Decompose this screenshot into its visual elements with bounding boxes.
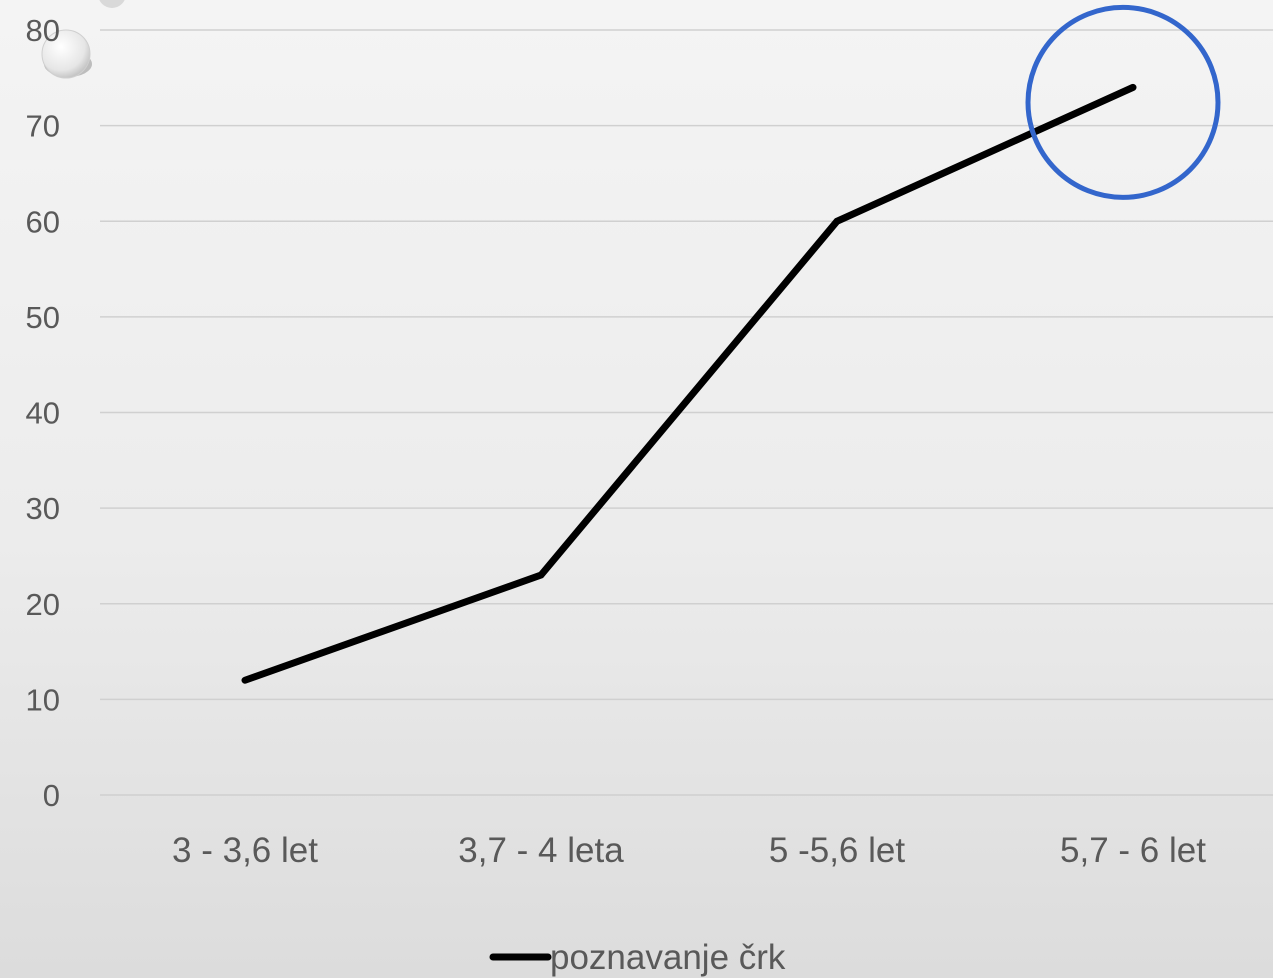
y-tick-label: 0 [43, 778, 60, 813]
x-tick-label: 5,7 - 6 let [1060, 831, 1206, 870]
y-tick-label: 80 [26, 13, 60, 48]
x-axis-ticks: 3 - 3,6 let 3,7 - 4 leta 5 -5,6 let 5,7 - 6… [172, 831, 1206, 870]
y-tick-label: 10 [26, 682, 60, 717]
x-tick-label: 5 -5,6 let [769, 831, 905, 870]
x-tick-label: 3,7 - 4 leta [458, 831, 624, 870]
y-tick-label: 50 [26, 300, 60, 335]
series-line [241, 83, 1137, 684]
legend: poznavanje črk [489, 938, 786, 977]
x-tick-label: 3 - 3,6 let [172, 831, 318, 870]
y-tick-label: 70 [26, 109, 60, 144]
y-tick-label: 60 [26, 204, 60, 239]
y-tick-label: 40 [26, 396, 60, 431]
legend-label: poznavanje črk [550, 938, 786, 977]
highlight-circle [1025, 4, 1221, 200]
gridlines [100, 29, 1273, 796]
y-tick-label: 20 [26, 587, 60, 622]
highlight-annotation [1025, 4, 1221, 200]
decor-knob [41, 0, 125, 79]
y-axis-ticks: 0 10 20 30 40 50 60 70 80 [26, 13, 60, 813]
y-tick-label: 30 [26, 491, 60, 526]
series-lines [241, 83, 1137, 684]
